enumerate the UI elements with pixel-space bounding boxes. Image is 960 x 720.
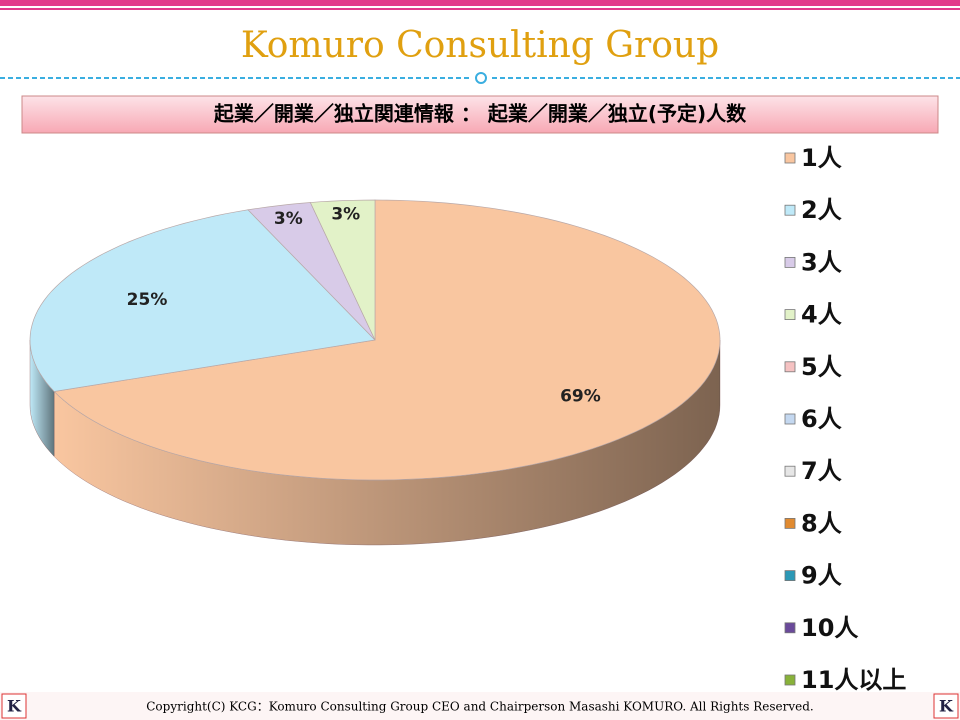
copyright: Copyright(C) KCG：Komuro Consulting Group… (146, 700, 813, 714)
footer-band (0, 692, 960, 720)
legend-label: 4人 (801, 301, 842, 329)
pie-slice (247, 202, 376, 341)
legend-swatch (784, 309, 796, 321)
logo-box (1, 693, 27, 719)
legend: 1人 2人 3人 4人 5人 6人 7人 8人 9人 10人 11人以上 (784, 144, 906, 694)
top-stripe (0, 0, 960, 6)
legend-swatch (784, 256, 796, 268)
pie-side-shade (54, 340, 720, 545)
legend-swatch (784, 465, 796, 477)
pie-slice (53, 199, 721, 481)
legend-label: 9人 (801, 562, 842, 590)
pie-slice (309, 199, 376, 341)
data-label: 3% (274, 209, 303, 229)
legend-swatch (784, 570, 796, 581)
legend-swatch (784, 361, 796, 373)
legend-label: 1人 (801, 144, 842, 172)
logo: K (939, 697, 954, 716)
title-band (21, 95, 939, 134)
pie-side-shade (30, 340, 55, 457)
legend-label: 6人 (801, 405, 842, 433)
legend-label: 11人以上 (801, 666, 906, 694)
data-label: 25% (127, 290, 168, 310)
pie-slice (29, 209, 376, 392)
legend-swatch (784, 674, 796, 686)
legend-swatch (784, 204, 796, 216)
top-stripe (0, 8, 960, 10)
pie: 69% 25% 3% 3% (29, 199, 721, 546)
legend-label: 2人 (801, 196, 842, 224)
legend-label: 3人 (801, 248, 842, 276)
legend-swatch (784, 518, 796, 529)
data-label: 69% (560, 387, 601, 407)
logo-box (933, 693, 959, 719)
divider-dot (475, 72, 487, 84)
legend-swatch (784, 413, 796, 425)
logo: K (7, 697, 22, 716)
legend-label: 5人 (801, 353, 842, 381)
legend-swatch (784, 622, 796, 634)
legend-swatch (784, 152, 796, 164)
legend-label: 8人 (801, 509, 842, 537)
legend-label: 10人 (801, 614, 858, 642)
slide-header: Komuro Consulting Group (241, 25, 719, 66)
legend-label: 7人 (801, 457, 842, 485)
data-label: 3% (331, 205, 360, 225)
chart-title: 起業／開業／独立関連情報 ： 起業／開業／独立(予定)人数 (213, 102, 747, 126)
